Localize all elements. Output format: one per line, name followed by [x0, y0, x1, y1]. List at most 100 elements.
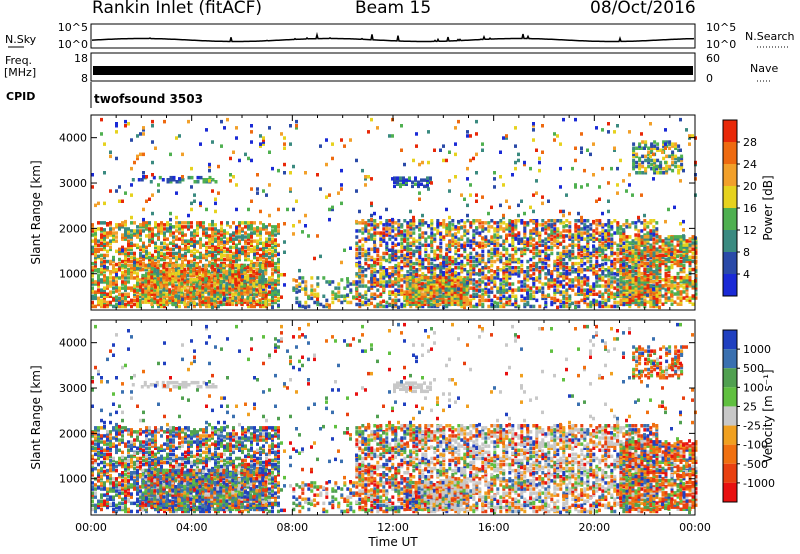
- power-cell: [160, 304, 163, 309]
- power-cell: [562, 245, 566, 250]
- power-cell: [207, 292, 211, 296]
- power-cell: [181, 259, 184, 264]
- power-cell: [478, 280, 482, 284]
- power-cell: [376, 304, 380, 309]
- power-cell: [432, 296, 436, 300]
- power-cell: [109, 245, 112, 250]
- power-cell: [619, 300, 623, 304]
- power-cell: [625, 221, 629, 225]
- power-cell: [463, 221, 467, 225]
- power-cell: [640, 294, 644, 298]
- power-cell: [277, 296, 280, 301]
- power-cell: [100, 278, 103, 282]
- power-cell: [373, 249, 377, 254]
- power-cell: [631, 298, 635, 302]
- power-cell: [277, 257, 280, 262]
- power-cell: [619, 243, 623, 247]
- power-cell: [493, 229, 497, 233]
- power-cell: [168, 290, 172, 294]
- power-cell: [388, 259, 392, 264]
- power-cell: [238, 257, 241, 262]
- power-cell: [451, 255, 455, 260]
- power-cell: [505, 270, 509, 274]
- power-cell: [649, 298, 653, 303]
- power-cell: [163, 235, 166, 239]
- power-cell: [256, 261, 259, 266]
- power-cell: [541, 257, 545, 262]
- power-cell: [526, 300, 530, 305]
- power-cell: [408, 286, 412, 290]
- power-cell: [451, 243, 455, 247]
- power-cell: [517, 231, 521, 235]
- power-cell: [526, 239, 530, 243]
- power-cell: [168, 269, 172, 274]
- power-cell: [219, 280, 223, 284]
- power-cell: [210, 292, 214, 296]
- power-cell: [459, 292, 463, 296]
- power-cell: [394, 292, 398, 296]
- power-cell: [187, 221, 190, 225]
- power-cell: [229, 233, 232, 237]
- power-cell: [103, 290, 106, 294]
- power-cell: [529, 276, 533, 280]
- power-cell: [631, 257, 635, 262]
- power-cell: [400, 255, 404, 260]
- power-cell: [439, 272, 443, 276]
- power-cell: [505, 290, 509, 294]
- power-cell: [553, 261, 557, 266]
- power-cell: [631, 286, 635, 290]
- power-cell: [586, 288, 590, 292]
- power-cell: [544, 225, 548, 229]
- power-cell: [91, 229, 94, 233]
- power-cell: [465, 292, 469, 296]
- power-cell: [379, 282, 383, 286]
- power-cell: [502, 241, 506, 245]
- power-cell: [444, 292, 448, 296]
- power-cell: [133, 292, 136, 296]
- power-cell: [478, 253, 482, 258]
- power-cell: [655, 229, 659, 233]
- power-cell: [451, 241, 455, 245]
- power-cell: [583, 231, 587, 235]
- power-cell: [234, 278, 238, 282]
- power-cell: [151, 227, 154, 231]
- power-cell: [421, 272, 425, 276]
- power-cell: [394, 221, 398, 225]
- power-cell: [391, 225, 395, 229]
- power-cell: [451, 261, 455, 266]
- power-cell: [118, 268, 121, 272]
- power-cell: [517, 304, 521, 309]
- power-cell: [607, 274, 611, 278]
- power-cell: [94, 282, 97, 286]
- power-cell: [220, 239, 223, 243]
- power-cell: [292, 286, 296, 290]
- power-cell: [550, 229, 554, 233]
- power-cell: [460, 263, 464, 268]
- power-cell: [271, 274, 274, 278]
- power-cell: [118, 266, 121, 270]
- power-cell: [571, 249, 575, 254]
- power-cell: [529, 274, 533, 278]
- power-cell: [568, 225, 572, 229]
- power-cell: [583, 288, 587, 292]
- power-cell: [646, 239, 650, 243]
- power-cell: [103, 280, 106, 284]
- power-cell: [144, 282, 148, 286]
- power-cell: [235, 257, 238, 262]
- power-cell: [613, 300, 617, 305]
- power-cell: [472, 294, 476, 298]
- power-cell: [607, 229, 611, 233]
- power-cell: [217, 231, 220, 235]
- power-cell: [448, 270, 452, 274]
- power-cell: [247, 225, 250, 229]
- power-cell: [162, 271, 166, 276]
- power-cell: [196, 227, 199, 231]
- power-cell: [438, 284, 442, 288]
- power-cell: [214, 255, 217, 260]
- power-cell: [646, 261, 650, 266]
- power-cell: [234, 263, 238, 268]
- power-cell: [562, 261, 566, 266]
- power-cell: [526, 302, 530, 307]
- power-cell: [454, 274, 458, 278]
- power-cell: [523, 302, 527, 307]
